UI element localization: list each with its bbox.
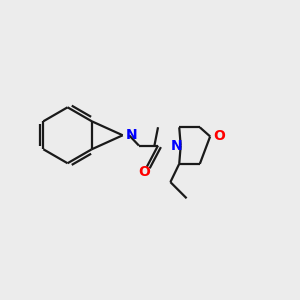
Text: O: O [139,165,150,179]
Text: N: N [126,128,138,142]
Text: O: O [214,130,226,143]
Text: N: N [170,139,182,153]
